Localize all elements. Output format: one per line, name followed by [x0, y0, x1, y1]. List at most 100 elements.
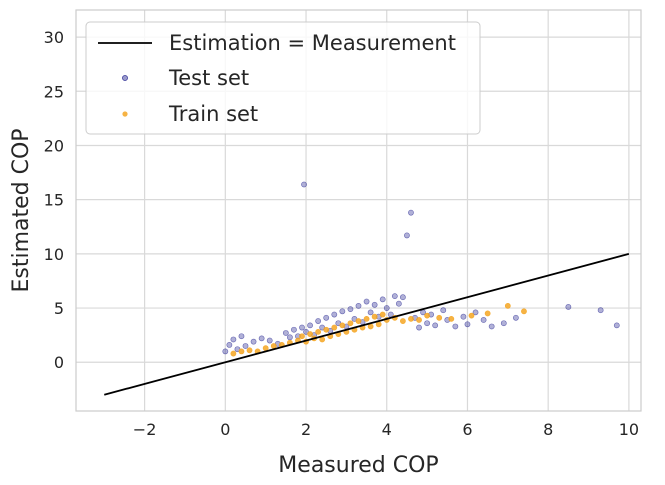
test-point	[440, 307, 447, 314]
test-point	[266, 337, 273, 344]
train-point	[262, 345, 269, 352]
x-tick-label: −2	[133, 420, 157, 439]
test-point	[323, 314, 330, 321]
test-point	[226, 341, 233, 348]
test-point	[379, 296, 386, 303]
test-point	[238, 333, 245, 340]
train-point	[424, 312, 431, 319]
test-point	[347, 306, 354, 313]
test-point	[424, 320, 431, 327]
train-point	[484, 310, 491, 317]
train-point	[347, 320, 354, 327]
legend: Estimation = Measurement Test set Train …	[85, 21, 481, 135]
test-point	[488, 323, 495, 330]
test-point	[307, 322, 313, 329]
test-point	[291, 326, 297, 333]
train-point	[521, 308, 527, 315]
train-point	[363, 315, 370, 322]
y-tick-label: 10	[44, 245, 64, 264]
legend-train-marker	[122, 111, 128, 117]
train-point	[238, 348, 245, 355]
test-point	[597, 307, 604, 314]
x-tick-label: 10	[619, 420, 639, 439]
y-tick-label: 5	[54, 299, 64, 318]
test-point	[613, 322, 620, 329]
test-point	[500, 320, 507, 327]
x-axis-label: Measured COP	[278, 453, 438, 478]
plot-data	[104, 181, 630, 396]
test-point	[404, 232, 410, 239]
x-tick-label: 8	[543, 420, 553, 439]
test-point	[258, 335, 265, 342]
test-point	[383, 305, 390, 311]
test-point	[282, 330, 289, 336]
train-point	[307, 331, 313, 337]
y-tick-label: 25	[44, 82, 64, 101]
train-point	[436, 314, 443, 321]
train-point	[323, 326, 330, 333]
test-point	[355, 302, 362, 309]
y-tick-label: 15	[44, 191, 64, 210]
test-point	[331, 311, 338, 318]
test-point	[301, 181, 307, 188]
train-point	[371, 313, 378, 320]
test-point	[408, 209, 414, 216]
legend-box	[85, 21, 481, 135]
test-point	[472, 309, 479, 316]
train-point	[315, 328, 322, 335]
test-point	[367, 309, 374, 316]
x-tick-label: 0	[220, 420, 230, 439]
train-point	[375, 321, 382, 328]
train-point	[416, 317, 422, 323]
test-point	[391, 293, 398, 300]
train-point	[319, 336, 326, 343]
test-point	[339, 308, 346, 315]
test-point	[395, 300, 402, 307]
test-point	[416, 324, 422, 331]
test-point	[299, 324, 305, 331]
train-point	[339, 322, 346, 329]
test-point	[460, 313, 467, 320]
train-point	[355, 318, 362, 324]
y-tick-label: 0	[54, 353, 64, 372]
x-tick-label: 4	[382, 420, 392, 439]
test-point	[230, 336, 237, 343]
legend-label-train: Train set	[168, 102, 258, 126]
legend-label-test: Test set	[168, 66, 249, 90]
test-point	[250, 338, 257, 345]
train-point	[230, 350, 237, 357]
test-point	[222, 348, 229, 355]
train-point	[379, 311, 386, 318]
plot-frame	[75, 9, 642, 412]
test-point	[399, 294, 406, 301]
y-tick-label: 30	[44, 28, 64, 47]
train-point	[399, 318, 406, 324]
train-point	[246, 347, 253, 354]
test-point	[363, 298, 370, 305]
x-tick-label: 2	[301, 420, 311, 439]
train-point	[468, 312, 475, 319]
test-point	[512, 314, 519, 321]
test-point	[242, 343, 249, 349]
test-point	[480, 317, 487, 323]
y-tick-label: 20	[44, 136, 64, 155]
train-point	[270, 343, 277, 349]
train-point	[448, 315, 455, 322]
test-point	[432, 322, 439, 329]
test-point	[315, 318, 322, 324]
train-point	[299, 333, 305, 340]
train-point	[408, 315, 414, 322]
test-point	[452, 323, 459, 330]
tick-labels: −2 0 2 4 6 8 10 0 5 10 15 20 25 30	[44, 28, 639, 439]
train-point	[504, 302, 511, 309]
legend-label-estimation: Estimation = Measurement	[169, 31, 456, 55]
train-point	[367, 323, 374, 330]
test-point	[371, 301, 378, 308]
x-tick-label: 6	[462, 420, 472, 439]
test-point	[286, 334, 293, 341]
identity-line	[104, 252, 630, 396]
legend-test-marker	[122, 75, 128, 81]
test-point	[565, 304, 572, 310]
y-axis-label: Estimated COP	[9, 128, 34, 292]
